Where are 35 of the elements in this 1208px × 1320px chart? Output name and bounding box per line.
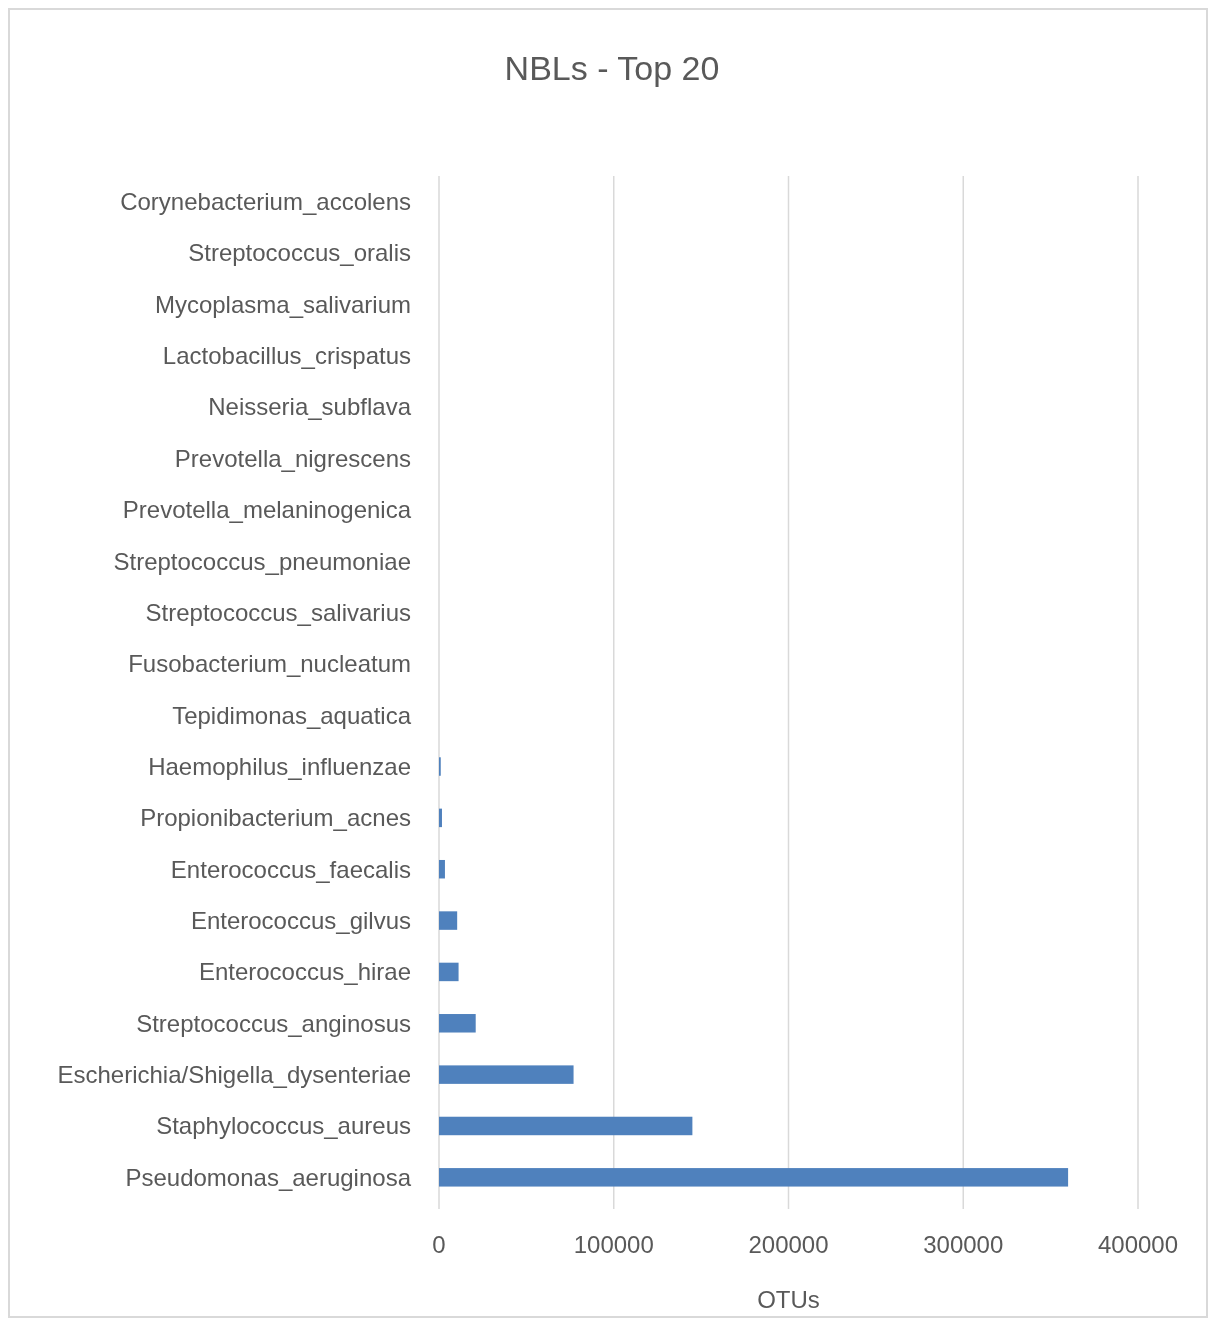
bar	[439, 808, 442, 828]
bar	[439, 962, 459, 982]
bar	[439, 1065, 574, 1084]
x-tick-label: 100000	[573, 1231, 654, 1258]
y-tick-label: Neisseria_subflava	[208, 393, 412, 421]
y-tick-label: Streptococcus_oralis	[188, 239, 411, 267]
x-axis-title: OTUs	[757, 1286, 820, 1313]
bar	[439, 1116, 693, 1136]
x-tick-label: 200000	[748, 1231, 829, 1258]
y-tick-label: Streptococcus_anginosus	[136, 1009, 411, 1037]
y-tick-label: Mycoplasma_salivarium	[154, 290, 411, 318]
y-tick-label: Tepidimonas_aquatica	[172, 701, 412, 729]
chart-title: NBLs - Top 20	[504, 49, 720, 87]
bar	[439, 1014, 476, 1033]
y-tick-label: Pseudomonas_aeruginosa	[125, 1163, 412, 1191]
y-tick-label: Enterococcus_hirae	[198, 958, 411, 986]
y-tick-label: Streptococcus_salivarius	[145, 598, 411, 626]
y-tick-label: Enterococcus_faecalis	[170, 855, 411, 883]
bar	[439, 911, 458, 930]
bar	[439, 1168, 1069, 1187]
y-tick-label: Prevotella_melaninogenica	[122, 496, 412, 524]
y-tick-label: Escherichia/Shigella_dysenteriae	[57, 1061, 411, 1089]
y-tick-label: Staphylococcus_aureus	[156, 1112, 411, 1140]
y-tick-label: Enterococcus_gilvus	[190, 906, 411, 934]
y-tick-label: Haemophilus_influenzae	[148, 752, 411, 780]
y-tick-label: Propionibacterium_acnes	[140, 804, 411, 832]
x-tick-label: 0	[432, 1231, 446, 1258]
x-tick-label: 300000	[923, 1231, 1004, 1258]
y-tick-label: Prevotella_nigrescens	[174, 444, 411, 472]
y-tick-label: Corynebacterium_accolens	[120, 188, 411, 216]
x-tick-label: 400000	[1097, 1231, 1179, 1258]
y-tick-label: Streptococcus_pneumoniae	[113, 547, 411, 575]
y-tick-label: Fusobacterium_nucleatum	[128, 650, 411, 678]
y-tick-label: Lactobacillus_crispatus	[162, 342, 411, 370]
bar	[439, 859, 445, 879]
